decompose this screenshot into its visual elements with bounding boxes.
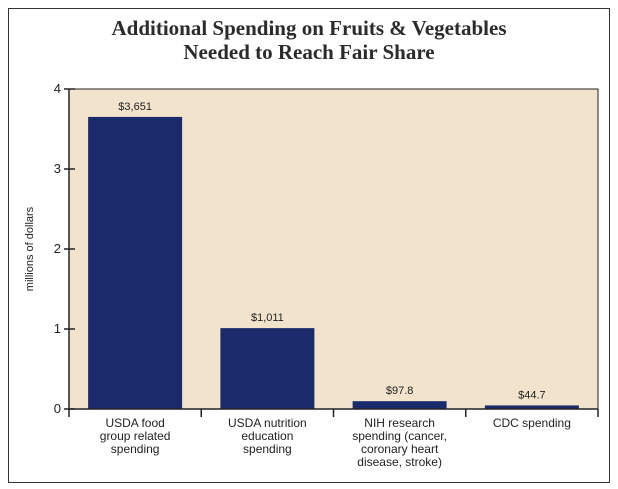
x-category-label-line: CDC spending bbox=[493, 416, 571, 430]
x-category-label-line: disease, stroke) bbox=[357, 455, 442, 469]
y-tick-label: 1 bbox=[54, 321, 61, 336]
x-category-label-line: USDA food bbox=[105, 416, 164, 430]
x-category-label: USDA nutrition education spending bbox=[228, 416, 307, 456]
data-label: $1,011 bbox=[251, 312, 284, 324]
bar bbox=[352, 401, 447, 409]
chart-title-line-2: Needed to Reach Fair Share bbox=[183, 40, 435, 64]
x-category-label-line: spending bbox=[111, 442, 160, 456]
y-tick-label: 0 bbox=[54, 401, 61, 416]
data-label: $3,651 bbox=[118, 101, 152, 113]
data-label: $44.7 bbox=[518, 389, 546, 401]
chart-title: Additional Spending on Fruits & Vegetabl… bbox=[0, 16, 618, 64]
x-category-label: USDA food group related spending bbox=[100, 416, 171, 456]
x-category-label: NIH research spending (cancer, coronary he… bbox=[352, 416, 447, 469]
x-category-label-line: spending bbox=[243, 442, 292, 456]
y-tick-label: 2 bbox=[54, 241, 61, 256]
bar bbox=[484, 405, 579, 409]
chart-title-line-1: Additional Spending on Fruits & Vegetabl… bbox=[111, 16, 507, 40]
bar bbox=[88, 116, 183, 410]
x-category-label-line: group related bbox=[100, 429, 171, 443]
y-tick-label: 3 bbox=[54, 161, 61, 176]
y-axis-label: millions of dollars bbox=[24, 206, 36, 291]
x-category-label: CDC spending bbox=[493, 416, 571, 430]
x-category-label-line: coronary heart bbox=[361, 442, 439, 456]
data-label: $97.8 bbox=[386, 385, 414, 397]
x-category-label-line: education bbox=[241, 429, 293, 443]
x-category-label-line: USDA nutrition bbox=[228, 416, 307, 430]
bar bbox=[220, 328, 315, 409]
x-category-label-line: NIH research bbox=[364, 416, 435, 430]
y-tick-label: 4 bbox=[54, 81, 61, 96]
x-category-label-line: spending (cancer, bbox=[352, 429, 447, 443]
